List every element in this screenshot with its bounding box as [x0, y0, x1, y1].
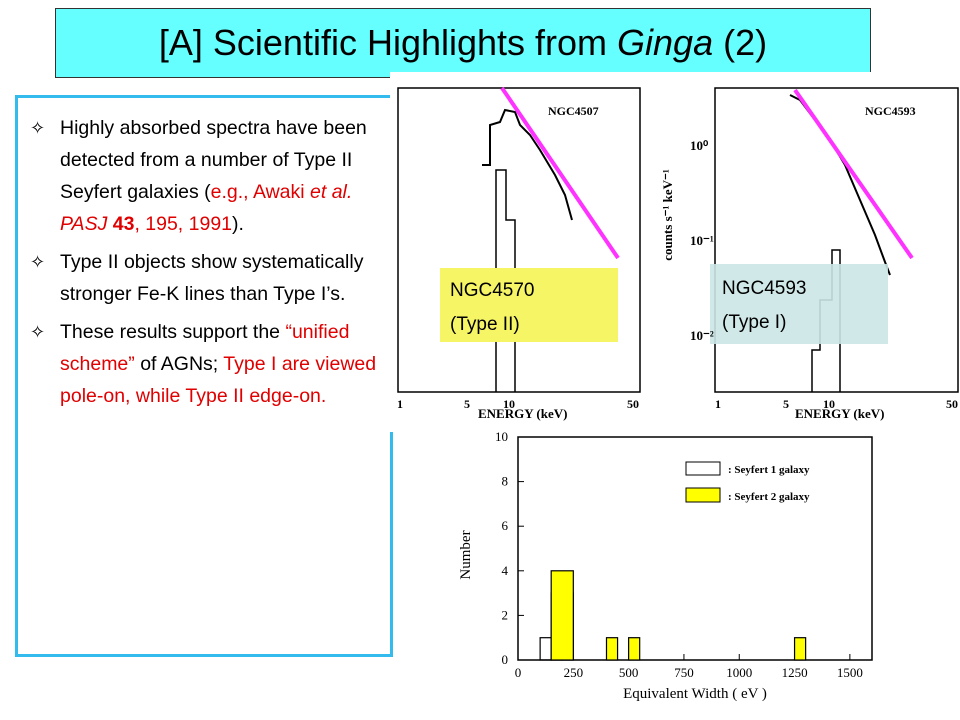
y-tick-label: 6 — [502, 518, 509, 533]
y-axis-label: counts s⁻¹ keV⁻¹ — [660, 169, 675, 261]
frame — [397, 87, 641, 393]
x-tick-label: 10 — [503, 397, 515, 411]
x-tick-label: 0 — [515, 665, 522, 680]
spectrum — [495, 169, 516, 392]
tag-box — [440, 268, 618, 342]
bullet-text: Type I are viewed pole-on, while Type II… — [60, 353, 377, 407]
histogram-image — [452, 432, 883, 720]
x-tick-label: 500 — [619, 665, 639, 680]
tag-text: (Type I) — [722, 312, 786, 333]
x-tick-label: 1 — [715, 397, 721, 411]
spectra-image — [390, 72, 960, 432]
bullet-text: 43 — [107, 213, 135, 235]
y-tick-label: 0 — [502, 652, 509, 667]
x-tick-label: 5 — [464, 397, 470, 411]
bar — [628, 637, 641, 661]
bullet-text: ). — [232, 213, 244, 235]
bullet: Type II objects show systematically stro… — [30, 246, 380, 310]
x-axis-label: ENERGY (keV) — [478, 406, 567, 421]
bullet-text: et al. — [310, 181, 353, 203]
y-tick-label: 4 — [502, 563, 509, 578]
panel-name: NGC4593 — [865, 104, 916, 118]
bullet-text: Type II objects show systematically stro… — [60, 251, 364, 305]
y-tick-label: 10⁻¹ — [690, 233, 714, 248]
panel-name: NGC4507 — [548, 104, 599, 118]
bullet: These results support the “unified schem… — [30, 316, 380, 412]
frame — [714, 87, 959, 393]
legend-swatch — [685, 487, 721, 503]
x-tick-label: 5 — [783, 397, 789, 411]
title-box: [A] Scientific Highlights from Ginga (2) — [55, 8, 871, 78]
tag-box — [710, 264, 888, 344]
title-italic: Ginga — [617, 22, 714, 63]
x-tick-label: 1000 — [726, 665, 752, 680]
bar — [793, 637, 807, 661]
y-axis-label: Number — [458, 530, 474, 579]
bullet-text: “unified scheme” — [60, 321, 350, 375]
tag-text: (Type II) — [450, 314, 520, 335]
bullet-text: These results support the — [60, 321, 286, 343]
x-tick-label: 750 — [674, 665, 694, 680]
tag-text: NGC4593 — [722, 278, 807, 299]
y-tick-label: 2 — [502, 607, 509, 622]
frame — [517, 436, 873, 661]
bullet-text: Highly absorbed spectra have been detect… — [60, 117, 367, 203]
bar — [605, 637, 619, 661]
bar — [550, 570, 574, 661]
x-tick-label: 50 — [946, 397, 958, 411]
x-tick-label: 1250 — [782, 665, 808, 680]
x-tick-label: 50 — [627, 397, 639, 411]
y-tick-label: 10⁰ — [690, 138, 709, 153]
title: (2) — [713, 22, 768, 63]
x-tick-label: 1500 — [837, 665, 863, 680]
bullet: Highly absorbed spectra have been detect… — [30, 112, 380, 240]
legend-label: : Seyfert 1 galaxy — [728, 464, 810, 476]
tag-text: NGC4570 — [450, 280, 535, 301]
bullet-text: of AGNs; — [134, 353, 224, 375]
legend-label: : Seyfert 2 galaxy — [728, 491, 810, 503]
bullet-text: PASJ — [60, 213, 108, 235]
y-tick-label: 10⁻² — [690, 328, 714, 343]
legend-swatch — [685, 461, 721, 476]
y-tick-label: 8 — [502, 474, 509, 489]
bullet-text: e.g., Awaki — [210, 181, 311, 203]
x-axis-label: ENERGY (keV) — [795, 406, 884, 421]
x-tick-label: 10 — [823, 397, 835, 411]
y-tick-label: 10 — [495, 429, 508, 444]
powerlaw — [793, 88, 914, 260]
bar — [539, 637, 552, 661]
x-axis-label: Equivalent Width ( eV ) — [623, 686, 767, 702]
bullet-text: , 195, 1991 — [134, 213, 233, 235]
title: [A] Scientific Highlights from — [158, 22, 618, 63]
x-tick-label: 1 — [397, 397, 403, 411]
x-tick-label: 250 — [564, 665, 584, 680]
spectrum — [482, 108, 573, 221]
powerlaw — [500, 86, 620, 260]
